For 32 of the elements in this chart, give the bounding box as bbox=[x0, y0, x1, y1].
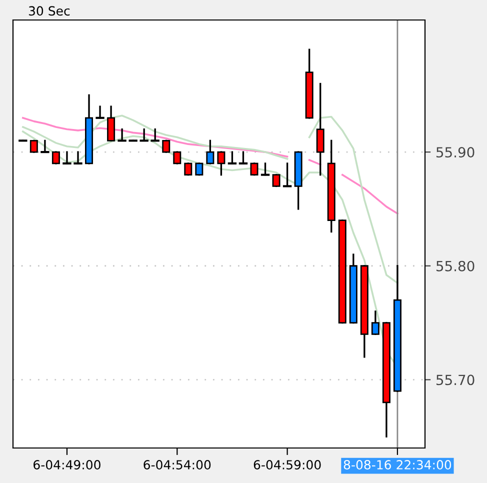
candlestick bbox=[260, 162, 270, 176]
candlestick bbox=[250, 162, 258, 176]
chart-title: 30 Sec bbox=[28, 6, 70, 16]
candlestick bbox=[162, 140, 170, 153]
candlestick bbox=[206, 140, 214, 164]
candlestick bbox=[238, 151, 248, 164]
candlestick bbox=[96, 106, 104, 119]
candlestick bbox=[371, 310, 380, 336]
y-tick-label: 55.90 bbox=[436, 147, 474, 158]
candlestick bbox=[107, 106, 116, 142]
candlestick bbox=[52, 151, 60, 164]
candlestick bbox=[140, 128, 148, 142]
candlestick bbox=[118, 128, 126, 142]
candlestick bbox=[62, 151, 72, 164]
candlestick bbox=[228, 151, 237, 164]
x-tick-label: 8-08-16 22:34:00 bbox=[344, 460, 452, 470]
candlestick bbox=[217, 151, 226, 176]
candlestick bbox=[40, 140, 50, 154]
y-tick-label: 55.80 bbox=[436, 260, 474, 272]
candlestick bbox=[173, 151, 182, 164]
x-tick-label: 6-04:59:00 bbox=[254, 460, 321, 470]
candlestick bbox=[184, 162, 192, 176]
x-tick-label: 6-04:54:00 bbox=[144, 460, 211, 470]
candlestick bbox=[30, 140, 38, 153]
y-tick-label: 55.70 bbox=[436, 374, 474, 386]
candlestick bbox=[195, 162, 204, 176]
candlestick bbox=[272, 174, 280, 188]
candlestick bbox=[282, 162, 292, 188]
candlestick bbox=[316, 82, 324, 176]
candlestick bbox=[74, 151, 82, 164]
candlestick bbox=[150, 128, 160, 142]
x-tick-label: 6-04:49:00 bbox=[34, 460, 100, 470]
